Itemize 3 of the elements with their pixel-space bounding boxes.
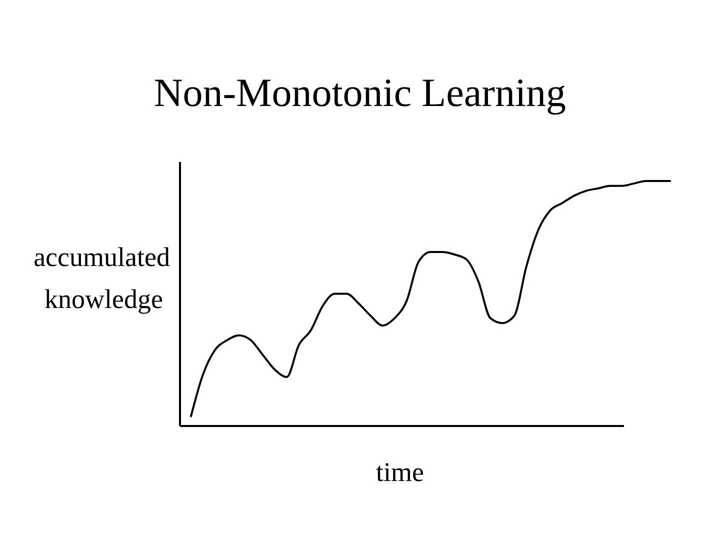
chart-title: Non-Monotonic Learning [154, 70, 566, 115]
y-axis-title: accumulated knowledge [34, 242, 170, 314]
x-axis-title: time [376, 457, 424, 487]
